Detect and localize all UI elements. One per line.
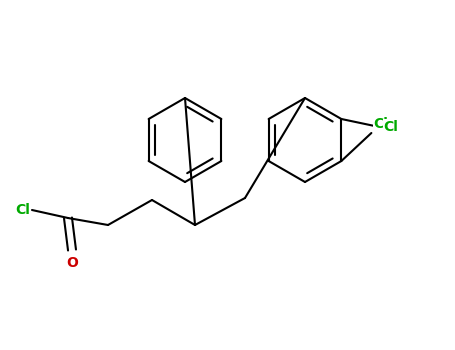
- Text: Cl: Cl: [15, 203, 30, 217]
- Text: Cl: Cl: [384, 120, 398, 134]
- Text: O: O: [66, 256, 78, 270]
- Text: Cl: Cl: [374, 117, 388, 131]
